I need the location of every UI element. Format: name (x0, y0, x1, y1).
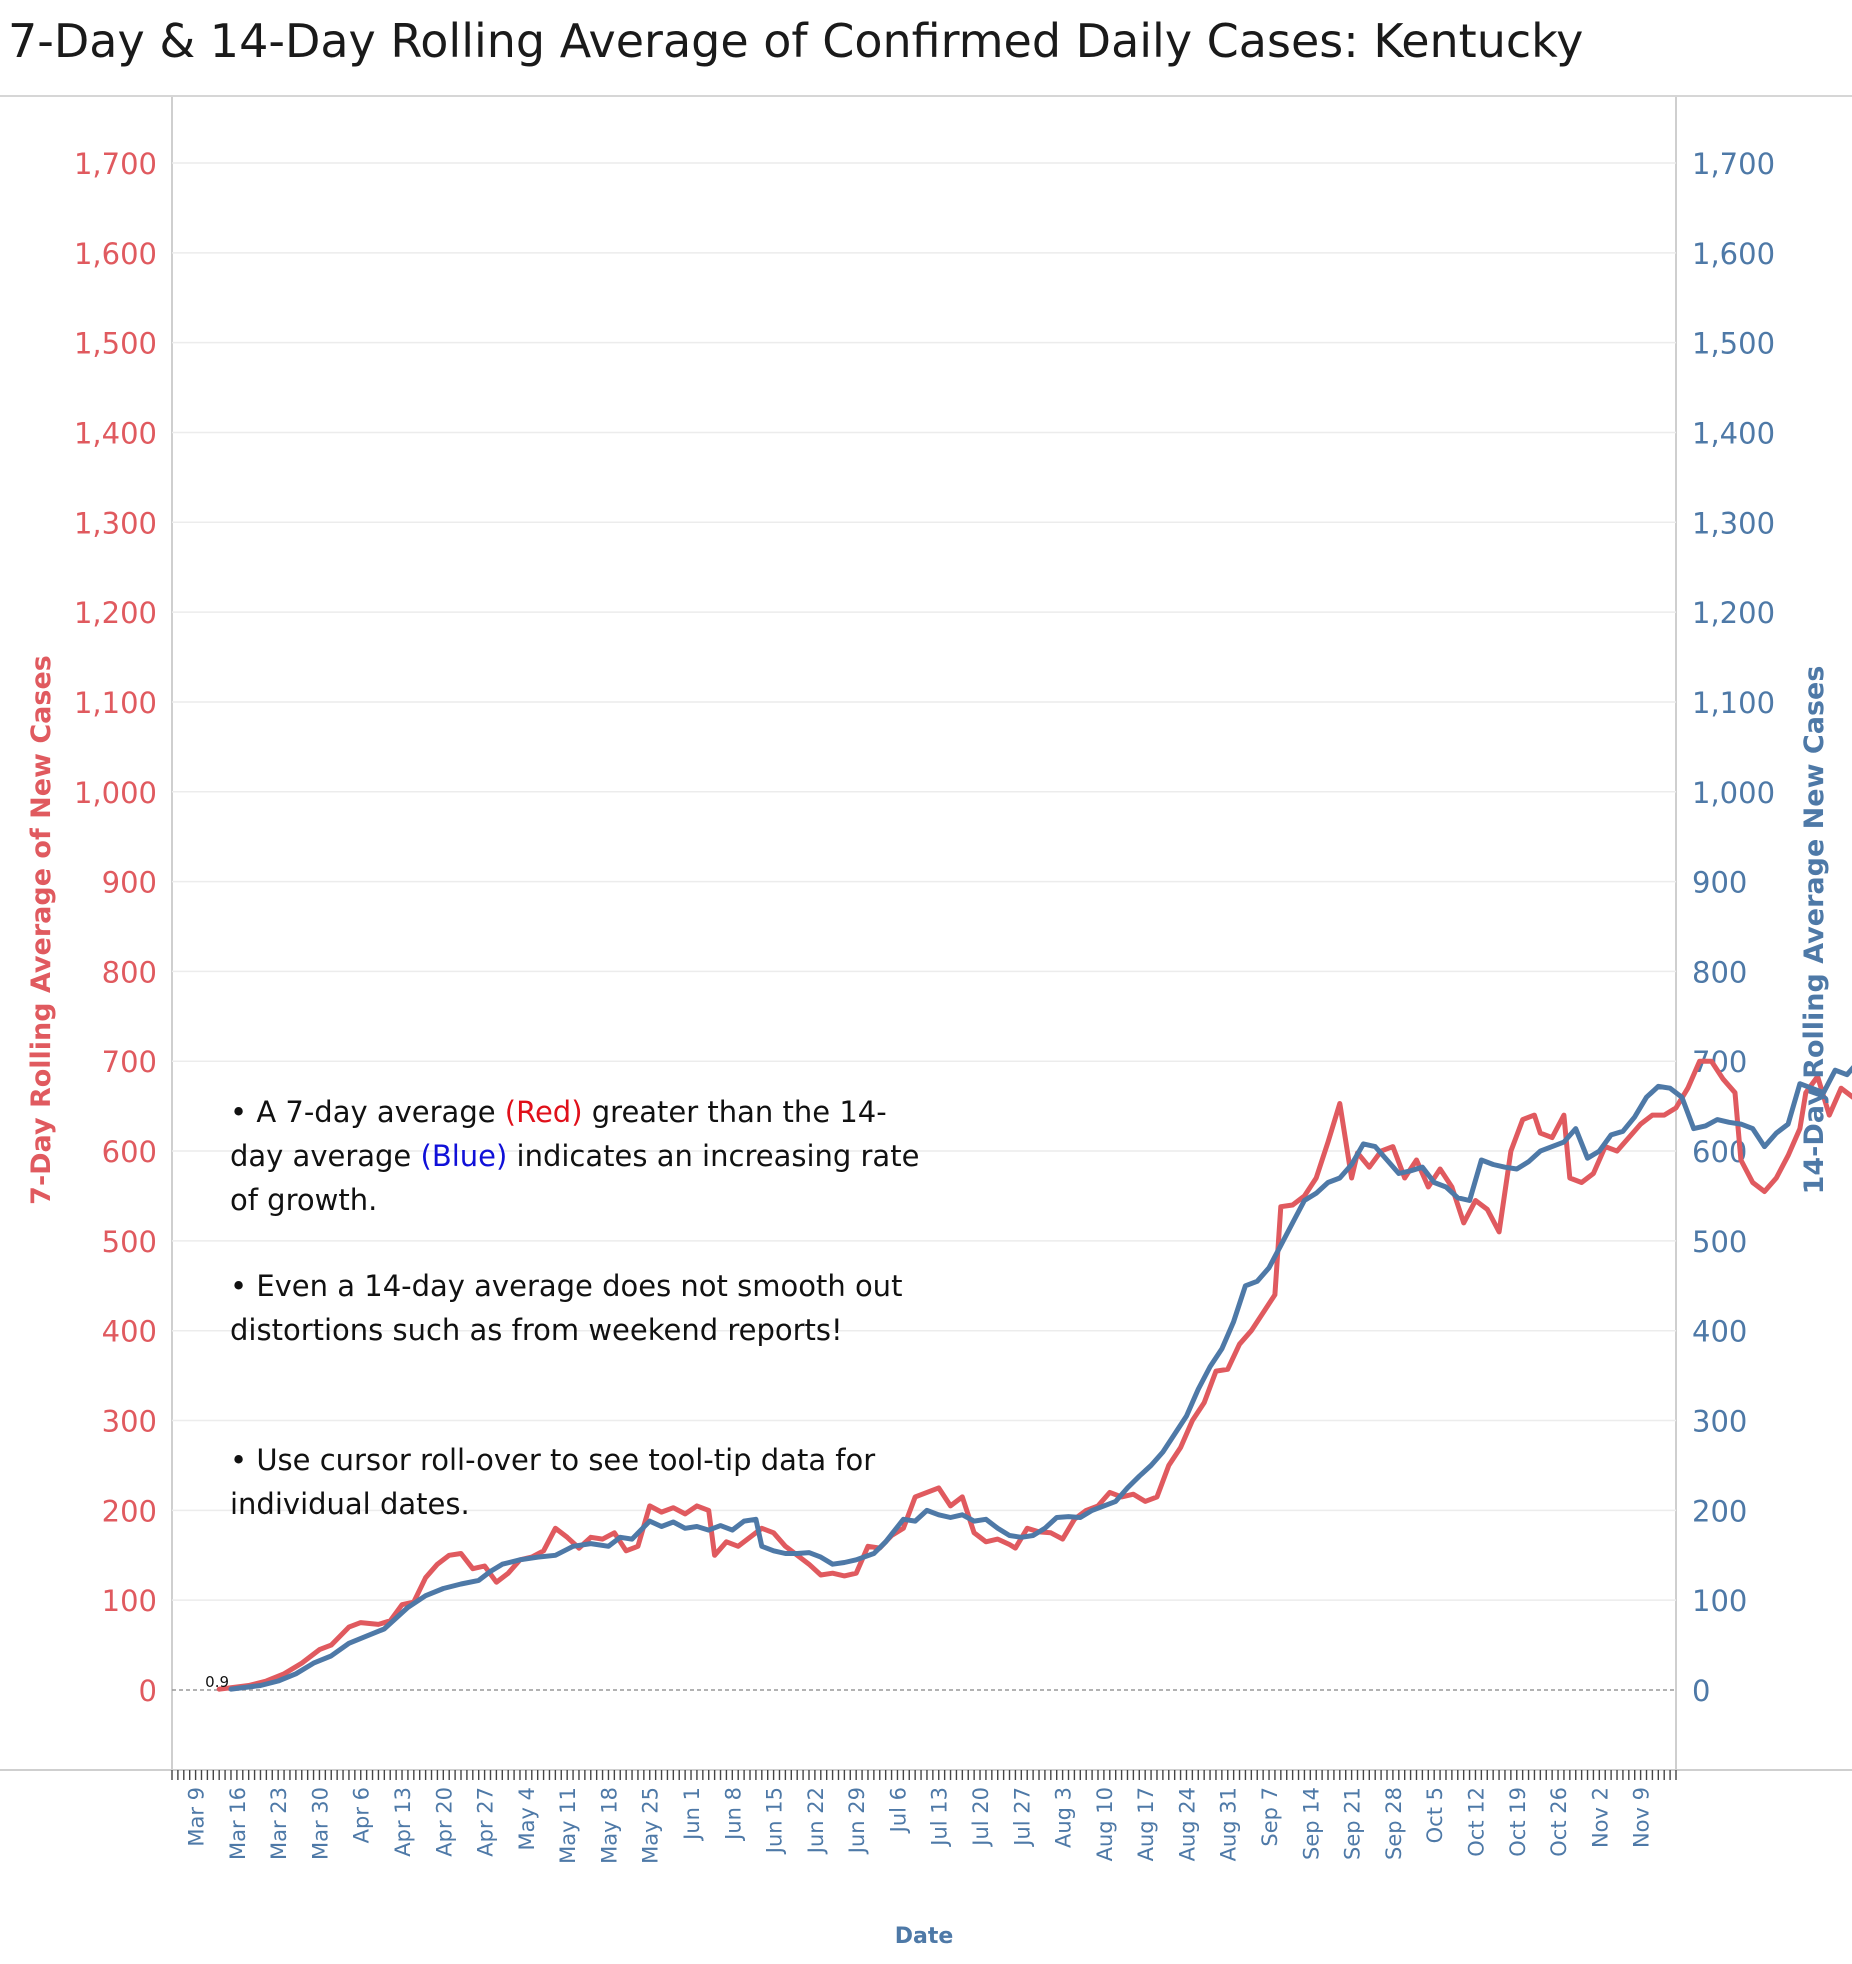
note-1-blue-label: (Blue) (420, 1139, 508, 1173)
right-y-tick-label: 900 (1692, 866, 1747, 900)
right-y-tick-label: 1,600 (1692, 237, 1775, 271)
x-tick-label: Sep 7 (1258, 1787, 1282, 1847)
annotation-note-1: • A 7-day average (Red) greater than the… (230, 1090, 930, 1222)
x-tick-label: Sep 21 (1341, 1787, 1365, 1860)
right-y-tick-label: 1,300 (1692, 506, 1775, 540)
right-y-axis-label: 14-Day Rolling Average New Cases (1799, 666, 1830, 1195)
left-y-tick-label: 1,600 (74, 237, 157, 271)
x-tick-label: May 25 (639, 1787, 663, 1864)
left-y-tick-label: 1,400 (74, 416, 157, 450)
x-tick-label: Oct 5 (1423, 1787, 1447, 1843)
x-tick-label: Oct 12 (1464, 1787, 1488, 1857)
right-y-tick-label: 300 (1692, 1405, 1747, 1439)
left-y-tick-label: 1,000 (74, 776, 157, 810)
x-tick-label: Mar 23 (267, 1787, 291, 1860)
start-value-label: 0.9 (205, 1673, 229, 1691)
series-line-seven-day[interactable] (216, 177, 1852, 1692)
data-labels: 0.9117.8 (205, 1673, 229, 1691)
note-1-red-label: (Red) (504, 1095, 583, 1129)
x-tick-label: Jun 15 (763, 1787, 787, 1855)
note-2-text: • Even a 14-day average does not smooth … (230, 1269, 903, 1347)
left-y-tick-label: 200 (102, 1494, 157, 1528)
series-line-fourteen-day[interactable] (228, 289, 1852, 1692)
x-tick-label: Jun 8 (721, 1787, 745, 1842)
right-y-tick-label: 100 (1692, 1584, 1747, 1618)
right-y-tick-label: 500 (1692, 1225, 1747, 1259)
left-y-axis-label: 7-Day Rolling Average of New Cases (26, 655, 57, 1205)
note-3-text: • Use cursor roll-over to see tool-tip d… (230, 1443, 876, 1521)
x-tick-label: Aug 24 (1175, 1787, 1199, 1861)
x-tick-label: May 18 (597, 1787, 621, 1864)
right-y-tick-label: 1,100 (1692, 686, 1775, 720)
x-tick-label: Oct 19 (1506, 1787, 1530, 1857)
x-tick-label: Oct 26 (1547, 1787, 1571, 1857)
x-tick-label: May 4 (515, 1787, 539, 1850)
left-y-tick-label: 500 (102, 1225, 157, 1259)
left-y-axis: 0 100 200 300 400 500 600 700 800 900 1,000 1,100 1,… (74, 147, 157, 1708)
left-y-tick-label: 1,100 (74, 686, 157, 720)
x-tick-label: Mar 30 (308, 1787, 332, 1860)
x-tick-label: May 11 (556, 1787, 580, 1864)
x-tick-label: Aug 31 (1217, 1787, 1241, 1861)
note-1-text-c: indicates an increasing rate of growth. (230, 1139, 920, 1217)
right-y-tick-label: 1,500 (1692, 327, 1775, 361)
x-tick-label: Jul 27 (1010, 1787, 1034, 1848)
left-y-tick-label: 400 (102, 1315, 157, 1349)
x-tick-label: Aug 17 (1134, 1787, 1158, 1861)
left-y-tick-label: 700 (102, 1045, 157, 1079)
x-tick-label: Apr 6 (350, 1787, 374, 1843)
x-tick-label: Jul 20 (969, 1787, 993, 1848)
x-tick-label: Nov 9 (1630, 1787, 1654, 1848)
left-y-tick-label: 300 (102, 1405, 157, 1439)
right-y-tick-label: 1,000 (1692, 776, 1775, 810)
x-tick-label: Jun 29 (845, 1787, 869, 1855)
x-tick-label: Jun 22 (804, 1787, 828, 1855)
series[interactable] (216, 177, 1852, 1692)
x-tick-label: Mar 9 (185, 1787, 209, 1847)
x-axis: Mar 9 Mar 16 Mar 23 Mar 30 Apr 6 Apr 13 Apr 20… (171, 1770, 1677, 1864)
x-tick-label: Aug 10 (1093, 1787, 1117, 1861)
right-y-tick-label: 800 (1692, 955, 1747, 989)
x-tick-label: Apr 13 (391, 1787, 415, 1857)
x-tick-label: Jun 1 (680, 1787, 704, 1842)
left-y-tick-label: 1,300 (74, 506, 157, 540)
right-y-tick-label: 200 (1692, 1494, 1747, 1528)
annotation-note-3: • Use cursor roll-over to see tool-tip d… (230, 1438, 930, 1526)
note-1-text-a: • A 7-day average (230, 1095, 505, 1129)
left-y-tick-label: 800 (102, 955, 157, 989)
left-y-tick-label: 1,700 (74, 147, 157, 181)
x-tick-label: Aug 3 (1052, 1787, 1076, 1848)
right-y-axis: 01002003004005006007008009001,0001,1001,… (1692, 147, 1775, 1708)
right-y-tick-label: 1,200 (1692, 596, 1775, 630)
right-y-tick-label: 0 (1692, 1674, 1710, 1708)
x-tick-label: Nov 2 (1588, 1787, 1612, 1848)
chart-title: 7-Day & 14-Day Rolling Average of Confir… (8, 14, 1584, 68)
x-tick-label: Mar 16 (226, 1787, 250, 1860)
note-1-text-b: greater than the 14-day average (230, 1095, 887, 1173)
left-y-tick-label: 0 (139, 1674, 157, 1708)
x-tick-label: Sep 14 (1299, 1787, 1323, 1860)
left-y-tick-label: 1,500 (74, 327, 157, 361)
x-axis-label: Date (895, 1924, 954, 1949)
left-y-tick-label: 900 (102, 866, 157, 900)
left-y-tick-label: 1,200 (74, 596, 157, 630)
left-y-tick-label: 600 (102, 1135, 157, 1169)
right-y-tick-label: 1,400 (1692, 416, 1775, 450)
x-tick-label: Jul 13 (928, 1787, 952, 1848)
x-tick-label: Apr 27 (474, 1787, 498, 1857)
right-y-tick-label: 1,700 (1692, 147, 1775, 181)
annotation-note-2: • Even a 14-day average does not smooth … (230, 1264, 930, 1352)
right-y-tick-label: 400 (1692, 1315, 1747, 1349)
left-y-tick-label: 100 (102, 1584, 157, 1618)
x-tick-label: Jul 6 (886, 1787, 910, 1834)
x-tick-label: Sep 28 (1382, 1787, 1406, 1860)
x-tick-label: Apr 20 (432, 1787, 456, 1857)
